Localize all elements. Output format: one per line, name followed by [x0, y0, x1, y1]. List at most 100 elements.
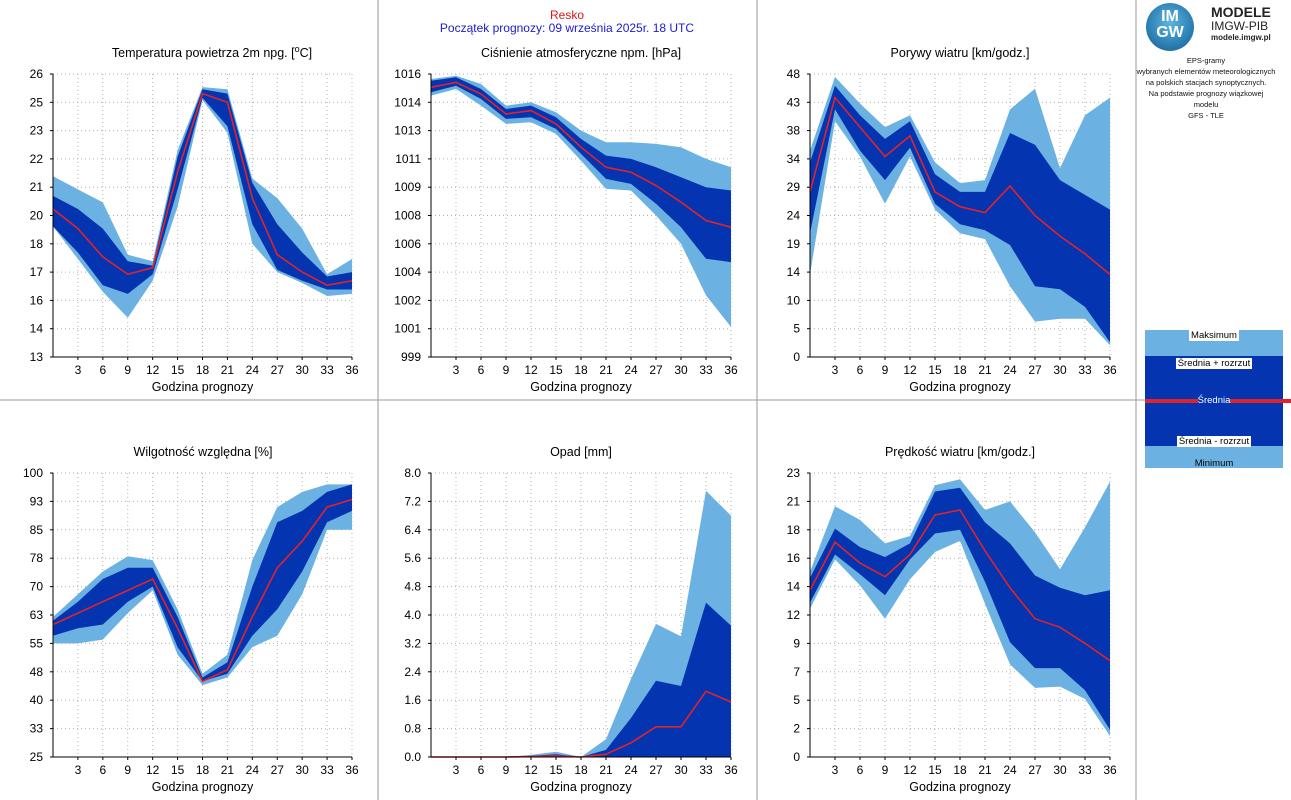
x-tick-label: 6: [478, 763, 485, 777]
y-tick-label: 999: [401, 350, 421, 364]
x-tick-label: 27: [1028, 363, 1042, 377]
logo-subtitle: IMGW-PIB: [1211, 19, 1269, 33]
chart-panel-4: Wilgotność względna [%]25334048556370788…: [23, 445, 359, 794]
y-tick-label: 2: [793, 722, 800, 736]
y-tick-label: 1014: [394, 95, 421, 109]
x-tick-label: 15: [549, 763, 563, 777]
chart-title: Ciśnienie atmosferyczne npm. [hPa]: [481, 46, 681, 60]
x-tick-label: 12: [146, 363, 160, 377]
y-tick-label: 1002: [394, 293, 421, 307]
x-tick-label: 36: [345, 363, 359, 377]
y-tick-label: 25: [30, 750, 44, 764]
chart-panel-5: Opad [mm] 0.0 0.8 1.6 2.4 3.2 4.0 4.8 5.6 6.4 7.2 8…: [404, 445, 738, 794]
x-tick-label: 3: [832, 363, 839, 377]
y-tick-label: 6.4: [404, 523, 421, 537]
y-tick-label: 17: [30, 265, 44, 279]
x-tick-label: 33: [320, 763, 334, 777]
spread-band: [431, 602, 731, 757]
x-tick-label: 24: [246, 363, 260, 377]
x-tick-label: 3: [832, 763, 839, 777]
x-tick-label: 6: [99, 763, 106, 777]
x-tick-label: 15: [928, 763, 942, 777]
x-axis-label: Godzina prognozy: [152, 380, 254, 394]
x-tick-label: 21: [599, 363, 613, 377]
x-tick-label: 9: [882, 763, 889, 777]
mean-line: [809, 509, 1111, 662]
x-tick-label: 12: [903, 763, 917, 777]
y-tick-label: 1013: [394, 124, 421, 138]
chart-title: Porywy wiatru [km/godz.]: [891, 46, 1030, 60]
x-tick-label: 27: [271, 363, 285, 377]
legend-band-min: [1145, 446, 1283, 468]
y-tick-label: 5: [793, 693, 800, 707]
x-tick-label: 21: [978, 763, 992, 777]
description-line: Na podstawie prognozy wiązkowej modelu: [1148, 89, 1264, 109]
y-tick-label: 1.6: [404, 693, 421, 707]
x-tick-label: 24: [1003, 763, 1017, 777]
chart-panel-6: Prędkość wiatru [km/godz.] 0 2 5 7 9 12 14 16 18 2…: [787, 445, 1117, 794]
y-tick-label: 1006: [394, 237, 421, 251]
y-tick-label: 21: [787, 494, 801, 508]
x-tick-label: 15: [171, 763, 185, 777]
legend-label-mean: Średnia: [1197, 395, 1231, 406]
y-tick-label: 22: [30, 152, 44, 166]
x-tick-label: 6: [99, 363, 106, 377]
y-tick-label: 3.2: [404, 636, 421, 650]
x-tick-label: 36: [724, 763, 738, 777]
x-tick-label: 36: [1103, 763, 1117, 777]
spread-band: [53, 89, 352, 294]
y-tick-label: 1004: [394, 265, 421, 279]
chart-title: Temperatura powietrza 2m npg. [oC]: [112, 44, 312, 60]
y-tick-label: 0: [793, 350, 800, 364]
x-tick-label: 33: [1078, 363, 1092, 377]
y-tick-label: 18: [787, 523, 801, 537]
y-tick-label: 43: [787, 95, 801, 109]
y-tick-label: 7.2: [404, 494, 421, 508]
y-tick-label: 29: [787, 180, 801, 194]
x-axis-label: Godzina prognozy: [152, 780, 254, 794]
y-tick-label: 20: [30, 209, 44, 223]
chart-title: Prędkość wiatru [km/godz.]: [885, 445, 1035, 459]
y-tick-label: 48: [30, 665, 44, 679]
y-tick-label: 100: [23, 466, 43, 480]
x-tick-label: 21: [221, 763, 235, 777]
logo-mark: IM GW: [1156, 8, 1184, 41]
y-tick-label: 26: [30, 67, 44, 81]
x-tick-label: 33: [699, 363, 713, 377]
x-tick-label: 30: [295, 363, 309, 377]
station-name: Resko: [550, 8, 584, 22]
y-tick-label: 0.0: [404, 750, 421, 764]
chart-panel-3: Porywy wiatru [km/godz.] 0 5 10 14 19 24 29 34 38…: [787, 46, 1117, 394]
y-tick-label: 5.6: [404, 551, 421, 565]
y-tick-label: 12: [787, 608, 801, 622]
x-tick-label: 30: [674, 763, 688, 777]
y-tick-label: 18: [30, 237, 44, 251]
x-tick-label: 12: [146, 763, 160, 777]
x-tick-label: 9: [124, 363, 131, 377]
y-tick-label: 14: [787, 265, 801, 279]
x-tick-label: 21: [978, 363, 992, 377]
y-tick-label: 4.0: [404, 608, 421, 622]
y-tick-label: 93: [30, 494, 44, 508]
x-tick-label: 24: [246, 763, 260, 777]
chart-panel-1: Temperatura powietrza 2m npg. [oC] 13 14 16…: [30, 44, 359, 394]
x-tick-label: 33: [699, 763, 713, 777]
x-tick-label: 33: [1078, 763, 1092, 777]
x-tick-label: 15: [171, 363, 185, 377]
chart-panel-2: Ciśnienie atmosferyczne npm. [hPa] 999 100…: [394, 46, 738, 394]
x-tick-label: 6: [478, 363, 485, 377]
y-tick-label: 85: [30, 523, 44, 537]
x-tick-label: 21: [221, 363, 235, 377]
legend-label-upper: Średnia + rozrzut: [1175, 358, 1253, 369]
x-tick-label: 12: [524, 763, 538, 777]
y-tick-label: 48: [787, 67, 801, 81]
chart-title: Wilgotność względna [%]: [134, 445, 273, 459]
x-axis-label: Godzina prognozy: [530, 780, 632, 794]
description-line: EPS-gramy: [1186, 56, 1226, 65]
y-tick-label: 1016: [394, 67, 421, 81]
x-tick-label: 3: [453, 763, 460, 777]
x-tick-label: 30: [1053, 763, 1067, 777]
x-tick-label: 27: [271, 763, 285, 777]
x-tick-label: 3: [75, 763, 82, 777]
